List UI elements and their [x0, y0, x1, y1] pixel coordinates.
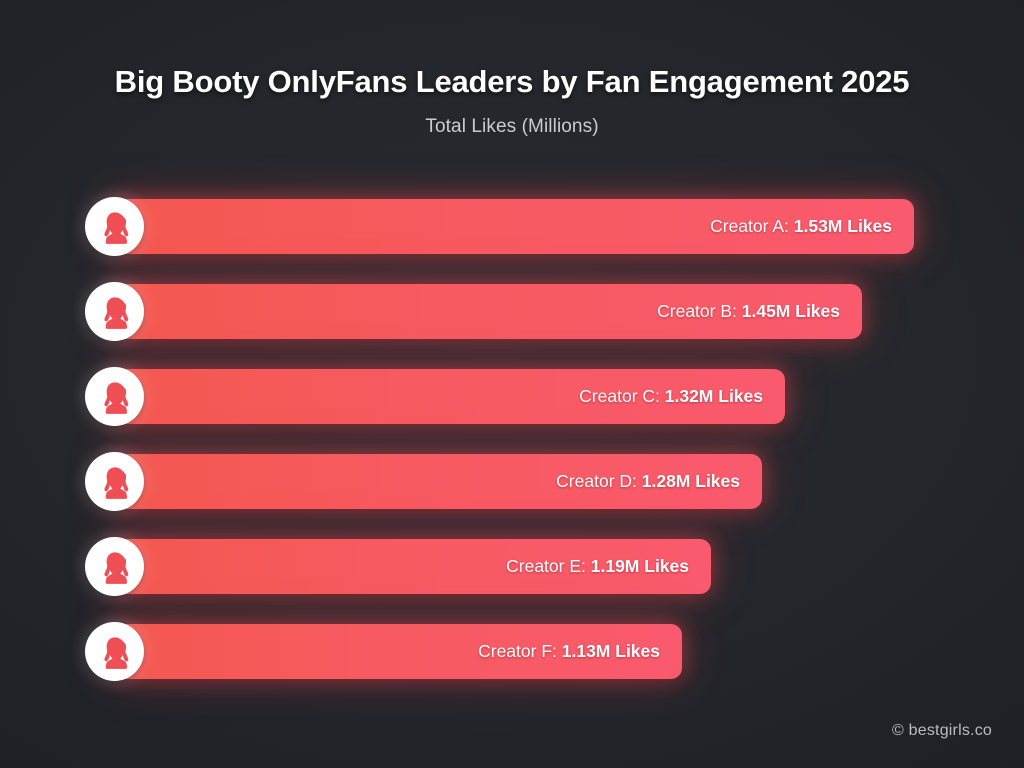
bar-label-value: 1.32M Likes: [664, 386, 763, 406]
bar-row: Creator F: 1.13M Likes: [85, 622, 682, 681]
bar-label-name: Creator C:: [579, 386, 665, 406]
bar-chart: Creator A: 1.53M Likes Creator B: 1.45M L…: [0, 197, 1024, 681]
bar: Creator D: 1.28M Likes: [110, 454, 762, 509]
bar-label: Creator C: 1.32M Likes: [579, 369, 763, 424]
bar-label-value: 1.45M Likes: [741, 301, 840, 321]
bar-label: Creator F: 1.13M Likes: [478, 624, 660, 679]
female-avatar-icon: [85, 622, 144, 681]
bar: Creator A: 1.53M Likes: [110, 199, 914, 254]
female-avatar-icon: [85, 367, 144, 426]
bar-label-value: 1.28M Likes: [641, 471, 740, 491]
bar-label: Creator B: 1.45M Likes: [657, 284, 840, 339]
bar-row: Creator E: 1.19M Likes: [85, 537, 711, 596]
bar-label-name: Creator B:: [657, 301, 742, 321]
bar-row: Creator A: 1.53M Likes: [85, 197, 914, 256]
bar-row: Creator C: 1.32M Likes: [85, 367, 785, 426]
bar-label-value: 1.13M Likes: [561, 641, 660, 661]
watermark: © bestgirls.co: [892, 722, 992, 739]
bar-label-name: Creator E:: [506, 556, 591, 576]
female-avatar-icon: [85, 452, 144, 511]
female-avatar-icon: [85, 537, 144, 596]
bar-label-value: 1.19M Likes: [590, 556, 689, 576]
bar: Creator B: 1.45M Likes: [110, 284, 862, 339]
bar-label-name: Creator A:: [710, 216, 794, 236]
bar: Creator C: 1.32M Likes: [110, 369, 785, 424]
bar-label-name: Creator F:: [478, 641, 562, 661]
chart-header: Big Booty OnlyFans Leaders by Fan Engage…: [0, 0, 1024, 138]
female-avatar-icon: [85, 197, 144, 256]
bar-row: Creator B: 1.45M Likes: [85, 282, 862, 341]
chart-subtitle: Total Likes (Millions): [425, 116, 599, 137]
bar-label-name: Creator D:: [556, 471, 642, 491]
bar-label-value: 1.53M Likes: [793, 216, 892, 236]
bar-row: Creator D: 1.28M Likes: [85, 452, 762, 511]
bar-label: Creator D: 1.28M Likes: [556, 454, 740, 509]
bar-label: Creator E: 1.19M Likes: [506, 539, 689, 594]
bar: Creator E: 1.19M Likes: [110, 539, 711, 594]
bar-label: Creator A: 1.53M Likes: [710, 199, 892, 254]
bar: Creator F: 1.13M Likes: [110, 624, 682, 679]
female-avatar-icon: [85, 282, 144, 341]
page-title: Big Booty OnlyFans Leaders by Fan Engage…: [114, 64, 910, 99]
